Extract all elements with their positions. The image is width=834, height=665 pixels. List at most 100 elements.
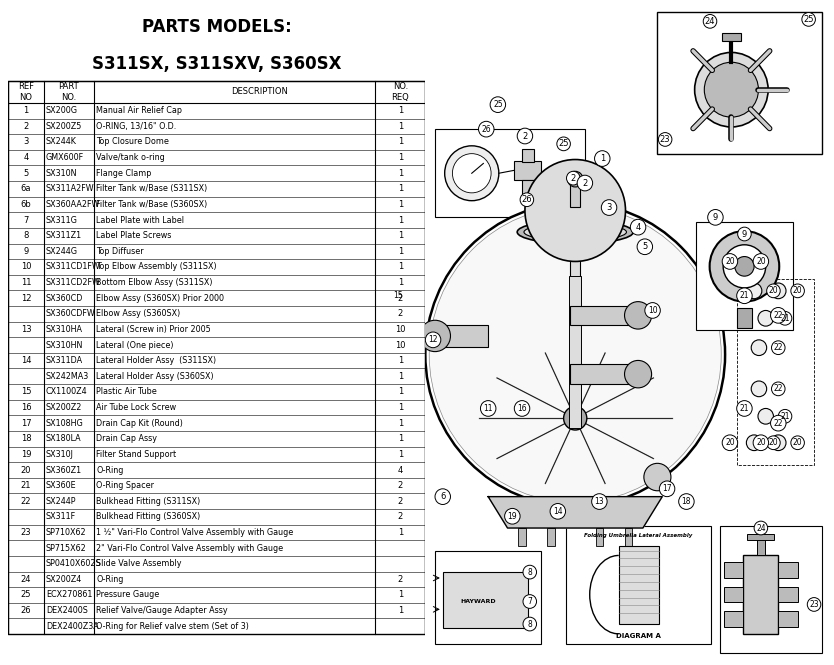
Circle shape	[766, 284, 781, 298]
Text: 5: 5	[23, 169, 28, 178]
Circle shape	[753, 435, 769, 451]
Bar	[522, 149, 534, 162]
Text: SP0410X602S: SP0410X602S	[46, 559, 102, 569]
Text: 19: 19	[508, 512, 517, 521]
Circle shape	[722, 435, 737, 451]
Text: SX244P: SX244P	[46, 497, 77, 506]
Bar	[736, 279, 814, 466]
Text: 25: 25	[493, 100, 503, 109]
Circle shape	[771, 341, 785, 354]
Text: Filter Tank w/Base (S311SX): Filter Tank w/Base (S311SX)	[97, 184, 208, 194]
Text: 25: 25	[559, 140, 569, 148]
Text: S311SX, S311SXV, S360SX: S311SX, S311SXV, S360SX	[92, 55, 342, 72]
Text: 1: 1	[398, 122, 403, 131]
Circle shape	[801, 13, 816, 26]
Text: 18: 18	[21, 434, 32, 444]
Circle shape	[520, 193, 534, 207]
Bar	[522, 180, 534, 194]
Circle shape	[631, 219, 646, 235]
Text: SX311A2FW: SX311A2FW	[46, 184, 94, 194]
Circle shape	[517, 128, 533, 144]
Bar	[570, 276, 581, 428]
Text: 11: 11	[21, 278, 32, 287]
Circle shape	[758, 408, 773, 424]
Text: 1: 1	[398, 106, 403, 115]
Circle shape	[452, 154, 491, 193]
Text: 1: 1	[398, 419, 403, 428]
Text: 2: 2	[522, 132, 528, 140]
Circle shape	[778, 410, 791, 423]
Text: DEX2400S: DEX2400S	[46, 606, 88, 615]
Text: 26: 26	[21, 606, 32, 615]
Circle shape	[390, 288, 406, 304]
Text: 1: 1	[398, 138, 403, 146]
Bar	[570, 181, 580, 207]
Text: 20: 20	[725, 257, 735, 266]
Circle shape	[601, 200, 617, 215]
Circle shape	[557, 137, 570, 151]
Text: 22: 22	[773, 419, 783, 428]
Text: 17: 17	[21, 419, 32, 428]
Text: SX311G: SX311G	[46, 215, 78, 225]
Circle shape	[704, 63, 758, 117]
Text: 1: 1	[398, 153, 403, 162]
Circle shape	[567, 172, 583, 187]
Circle shape	[480, 400, 496, 416]
Text: 10: 10	[21, 263, 32, 271]
Circle shape	[523, 565, 536, 579]
Text: Manual Air Relief Cap: Manual Air Relief Cap	[97, 106, 183, 115]
Text: PART
NO.: PART NO.	[58, 82, 79, 102]
Circle shape	[746, 435, 761, 451]
Bar	[443, 572, 528, 628]
Text: 17: 17	[662, 484, 672, 493]
Text: SX200G: SX200G	[46, 106, 78, 115]
Text: Top Elbow Assembly (S311SX): Top Elbow Assembly (S311SX)	[97, 263, 217, 271]
Text: 4: 4	[23, 153, 28, 162]
Circle shape	[708, 209, 723, 225]
Bar	[430, 325, 488, 346]
Circle shape	[695, 53, 768, 127]
Text: 2: 2	[398, 497, 403, 506]
Bar	[724, 587, 743, 602]
Text: 3: 3	[606, 203, 612, 212]
Circle shape	[679, 493, 694, 509]
Ellipse shape	[517, 220, 633, 244]
Text: 16: 16	[21, 403, 32, 412]
Circle shape	[778, 311, 791, 325]
Text: DEX2400Z3A: DEX2400Z3A	[46, 622, 98, 630]
Text: Folding Umbrella Lateral Assembly: Folding Umbrella Lateral Assembly	[584, 533, 692, 539]
Text: 1 ½" Vari-Flo Control Valve Assembly with Gauge: 1 ½" Vari-Flo Control Valve Assembly wit…	[97, 528, 294, 537]
Circle shape	[420, 321, 450, 352]
Text: 20: 20	[725, 438, 735, 448]
Ellipse shape	[524, 223, 626, 241]
Circle shape	[751, 340, 766, 356]
Circle shape	[445, 146, 499, 201]
Text: 1: 1	[398, 591, 403, 600]
Text: O-Ring Spacer: O-Ring Spacer	[97, 481, 154, 490]
Text: 19: 19	[21, 450, 32, 459]
Text: SX360AA2FW: SX360AA2FW	[46, 200, 100, 209]
Text: 20: 20	[769, 438, 778, 448]
Text: 16: 16	[517, 404, 527, 413]
Text: Elbow Assy (S360SX): Elbow Assy (S360SX)	[97, 309, 181, 319]
Bar	[570, 257, 580, 428]
Text: 1: 1	[398, 606, 403, 615]
Circle shape	[735, 257, 754, 276]
Text: SX242MA3: SX242MA3	[46, 372, 89, 381]
Circle shape	[807, 598, 821, 611]
Circle shape	[515, 400, 530, 416]
Text: 2: 2	[582, 178, 587, 188]
Bar	[657, 11, 821, 154]
Text: 3: 3	[23, 138, 28, 146]
Text: GMX600F: GMX600F	[46, 153, 84, 162]
Text: 20: 20	[769, 287, 778, 295]
Circle shape	[771, 307, 786, 323]
Text: Bulkhead Fitting (S311SX): Bulkhead Fitting (S311SX)	[97, 497, 200, 506]
Text: 20: 20	[756, 257, 766, 266]
Text: SX311CD2FW: SX311CD2FW	[46, 278, 101, 287]
Text: 15: 15	[394, 291, 403, 301]
Text: 5: 5	[642, 242, 647, 251]
Bar	[743, 555, 778, 634]
Text: Lateral (One piece): Lateral (One piece)	[97, 340, 173, 350]
Text: SX180LA: SX180LA	[46, 434, 82, 444]
